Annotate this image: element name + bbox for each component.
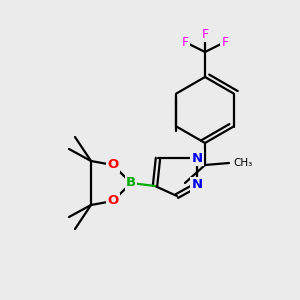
Text: F: F <box>221 35 229 49</box>
Text: CH₃: CH₃ <box>233 158 252 168</box>
Text: N: N <box>191 152 203 164</box>
Text: O: O <box>107 194 118 208</box>
Text: N: N <box>191 178 203 191</box>
Text: F: F <box>201 28 208 40</box>
Text: O: O <box>107 158 118 172</box>
Text: F: F <box>182 35 189 49</box>
Text: B: B <box>126 176 136 190</box>
